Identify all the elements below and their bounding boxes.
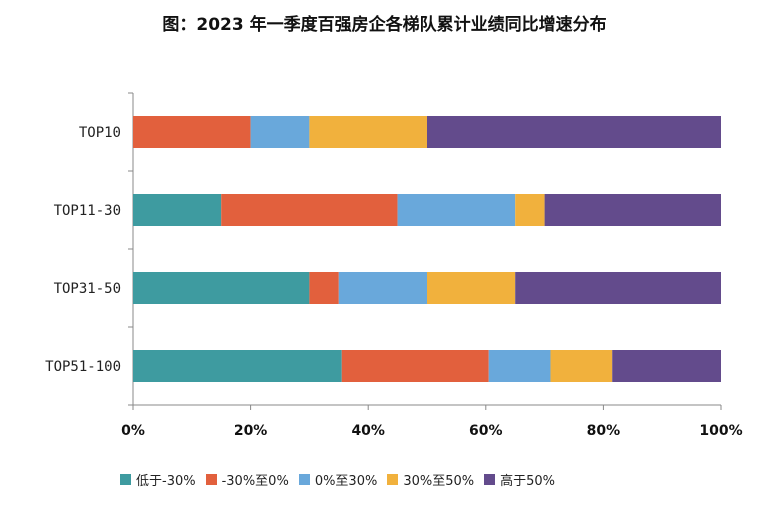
bar-segment: [397, 194, 516, 226]
legend-swatch: [484, 474, 496, 485]
bar-segment: [250, 116, 310, 148]
y-tick-label: TOP10: [79, 125, 121, 141]
y-tick-label: TOP51-100: [45, 359, 121, 375]
y-tick-label: TOP31-50: [54, 281, 121, 297]
legend-item: 高于50%: [484, 470, 555, 489]
legend-swatch: [120, 474, 131, 485]
x-tick-label: 80%: [587, 423, 621, 439]
legend-item: -30%至0%: [205, 470, 289, 489]
bar-segment: [427, 272, 516, 304]
bar-segment: [550, 350, 613, 382]
bar-segment: [515, 272, 721, 304]
bar-segment: [133, 272, 310, 304]
bar-segment: [544, 194, 721, 226]
x-tick-label: 60%: [469, 423, 503, 439]
bar-segment: [488, 350, 551, 382]
legend-label: 30%至50%: [403, 474, 475, 489]
x-tick-label: 40%: [351, 423, 385, 439]
legend-item: 低于-30%: [120, 470, 196, 489]
legend-item: 0%至30%: [298, 470, 378, 489]
legend-label: 低于-30%: [136, 474, 196, 489]
bar-segment: [133, 116, 251, 148]
bar-segment: [309, 272, 339, 304]
x-tick-label: 0%: [121, 423, 145, 439]
bar-segment: [309, 116, 427, 148]
x-tick-label: 100%: [699, 423, 742, 439]
legend-label: 0%至30%: [314, 474, 378, 489]
legend-swatch: [298, 474, 310, 485]
bar-segment: [341, 350, 489, 382]
bar-segment: [427, 116, 721, 148]
bar-segment: [612, 350, 721, 382]
legend-item: 30%至50%: [387, 470, 474, 489]
bar-segment: [133, 350, 342, 382]
y-tick-label: TOP11-30: [54, 203, 121, 219]
x-tick-label: 20%: [234, 423, 268, 439]
bar-segment: [338, 272, 427, 304]
legend: 低于-30% -30%至0% 0%至30% 30%至50% 高于50%: [120, 470, 565, 489]
legend-swatch: [387, 474, 399, 485]
chart-title: 图：2023 年一季度百强房企各梯队累计业绩同比增速分布: [162, 15, 607, 35]
bar-segment: [515, 194, 545, 226]
legend-label: -30%至0%: [221, 474, 289, 489]
legend-label: 高于50%: [500, 474, 556, 489]
bar-segment: [133, 194, 222, 226]
bar-segment: [221, 194, 398, 226]
legend-swatch: [205, 474, 217, 485]
